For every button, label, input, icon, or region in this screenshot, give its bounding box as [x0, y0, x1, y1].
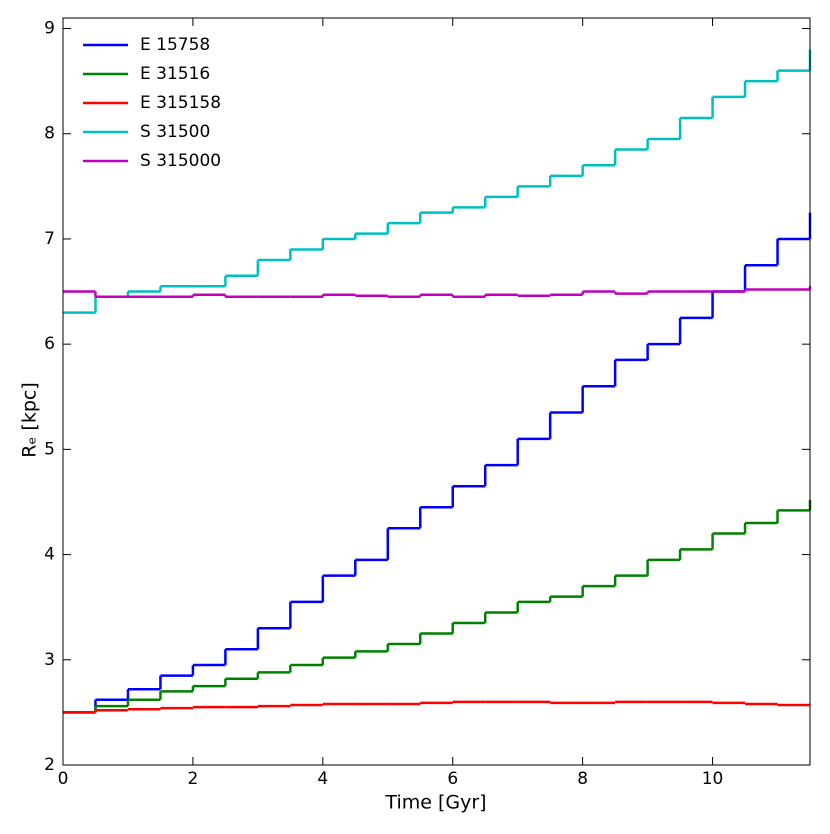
x-tick-label: 6 — [447, 769, 458, 789]
x-tick-label: 0 — [58, 769, 69, 789]
y-tick-label: 6 — [44, 334, 55, 354]
legend-label: E 315158 — [140, 93, 221, 113]
x-tick-label: 10 — [702, 769, 724, 789]
legend-label: S 315000 — [140, 151, 221, 171]
x-tick-label: 4 — [317, 769, 328, 789]
y-tick-label: 3 — [44, 650, 55, 670]
y-tick-label: 7 — [44, 229, 55, 249]
y-tick-label: 4 — [44, 545, 55, 565]
x-tick-label: 8 — [577, 769, 588, 789]
y-tick-label: 2 — [44, 755, 55, 775]
y-tick-label: 8 — [44, 124, 55, 144]
legend-label: E 31516 — [140, 64, 210, 84]
x-tick-label: 2 — [187, 769, 198, 789]
y-tick-label: 5 — [44, 439, 55, 459]
legend-label: E 15758 — [140, 35, 210, 55]
plot-frame — [62, 17, 811, 766]
y-axis-label: Rₑ [kpc] — [19, 382, 41, 458]
y-tick-label: 9 — [44, 19, 55, 39]
x-axis-label: Time [Gyr] — [384, 792, 486, 814]
legend-label: S 31500 — [140, 122, 210, 142]
